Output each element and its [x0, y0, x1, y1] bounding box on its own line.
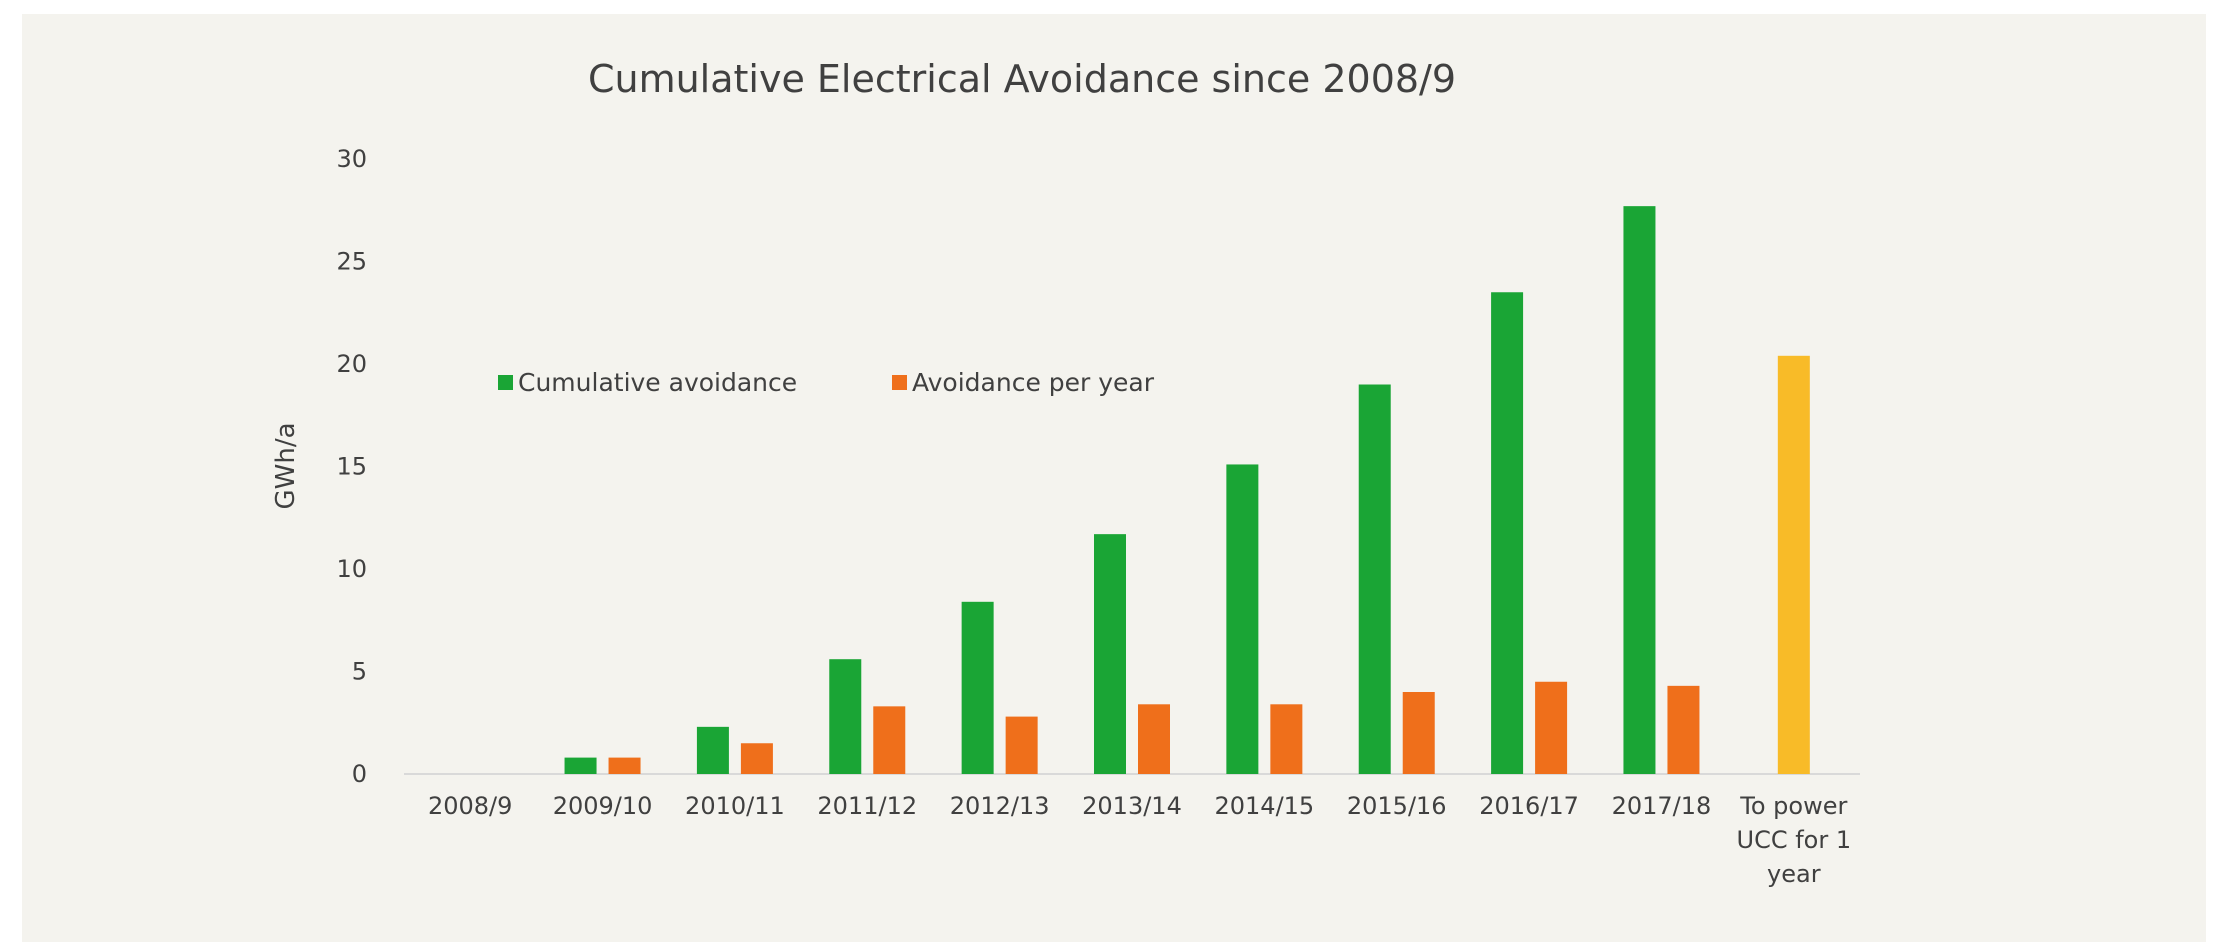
- x-tick-label-line: UCC for 1: [1737, 826, 1852, 854]
- bar-avoidance-per-year: [1005, 716, 1038, 774]
- x-tick-label: To power UCC for 1 year: [1737, 792, 1852, 888]
- chart-title: Cumulative Electrical Avoidance since 20…: [588, 57, 1456, 101]
- x-tick-label: 2008/9: [428, 792, 512, 820]
- x-tick-label: 2011/12: [817, 792, 917, 820]
- y-tick-label: 0: [352, 760, 367, 788]
- x-tick-label: 2010/11: [685, 792, 785, 820]
- x-tick-label: 2009/10: [553, 792, 653, 820]
- bar-avoidance-per-year: [608, 757, 641, 774]
- x-tick-label: 2012/13: [950, 792, 1050, 820]
- legend-label: Cumulative avoidance: [518, 368, 797, 397]
- x-tick-label-line: 2010/11: [685, 792, 785, 820]
- x-tick-label: 2017/18: [1612, 792, 1712, 820]
- legend-label: Avoidance per year: [912, 368, 1155, 397]
- x-tick-label-line: 2008/9: [428, 792, 512, 820]
- x-tick-label-line: year: [1767, 860, 1821, 888]
- y-tick-label: 10: [336, 555, 367, 583]
- x-tick-label-line: 2017/18: [1612, 792, 1712, 820]
- y-tick-label: 5: [352, 658, 367, 686]
- x-tick-label-line: 2011/12: [817, 792, 917, 820]
- bar-avoidance-per-year: [1535, 681, 1568, 774]
- x-tick-label-line: 2013/14: [1082, 792, 1182, 820]
- bar-cumulative-avoidance: [829, 659, 862, 774]
- x-tick-label-line: 2009/10: [553, 792, 653, 820]
- x-tick-label-line: 2014/15: [1215, 792, 1315, 820]
- bar-cumulative-avoidance: [1094, 534, 1126, 774]
- x-tick-label: 2014/15: [1215, 792, 1315, 820]
- bar-cumulative-avoidance: [696, 726, 729, 774]
- y-tick-label: 30: [336, 145, 367, 173]
- legend-swatch: [892, 375, 907, 390]
- bar-cumulative-avoidance: [961, 601, 994, 774]
- bar-avoidance-per-year: [740, 743, 773, 774]
- y-tick-label: 25: [336, 248, 367, 276]
- bar-cumulative-avoidance: [564, 757, 597, 774]
- bar-cumulative-avoidance: [1226, 464, 1259, 774]
- y-axis-label: GWh/a: [271, 422, 301, 509]
- legend-swatch: [498, 375, 513, 390]
- bar-avoidance-per-year: [1667, 685, 1700, 774]
- legend: Cumulative avoidance Avoidance per year: [498, 368, 1155, 397]
- y-axis-ticks: 0 5 10 15 20 25 30: [336, 145, 367, 788]
- bar-avoidance-per-year: [1138, 704, 1170, 774]
- bar-cumulative-avoidance: [1358, 384, 1391, 774]
- bar-chart: Cumulative Electrical Avoidance since 20…: [271, 57, 1860, 888]
- x-tick-label: 2016/17: [1479, 792, 1579, 820]
- bars: [564, 206, 1810, 774]
- x-tick-label-line: 2012/13: [950, 792, 1050, 820]
- chart-panel: Cumulative Electrical Avoidance since 20…: [22, 14, 2206, 942]
- x-tick-label: 2013/14: [1082, 792, 1182, 820]
- y-tick-label: 15: [336, 453, 367, 481]
- bar-reference: [1777, 355, 1810, 774]
- x-tick-label-line: To power: [1739, 792, 1847, 820]
- bar-avoidance-per-year: [1402, 692, 1435, 774]
- bar-avoidance-per-year: [873, 706, 906, 774]
- x-tick-label-line: 2016/17: [1479, 792, 1579, 820]
- bar-cumulative-avoidance: [1623, 206, 1656, 774]
- x-axis-ticks: 2008/9 2009/10 2010/11 2011/12 2012/13 2013/1…: [428, 792, 1851, 888]
- bar-avoidance-per-year: [1270, 704, 1303, 774]
- y-tick-label: 20: [336, 350, 367, 378]
- x-tick-label-line: 2015/16: [1347, 792, 1447, 820]
- x-tick-label: 2015/16: [1347, 792, 1447, 820]
- bar-cumulative-avoidance: [1491, 292, 1524, 774]
